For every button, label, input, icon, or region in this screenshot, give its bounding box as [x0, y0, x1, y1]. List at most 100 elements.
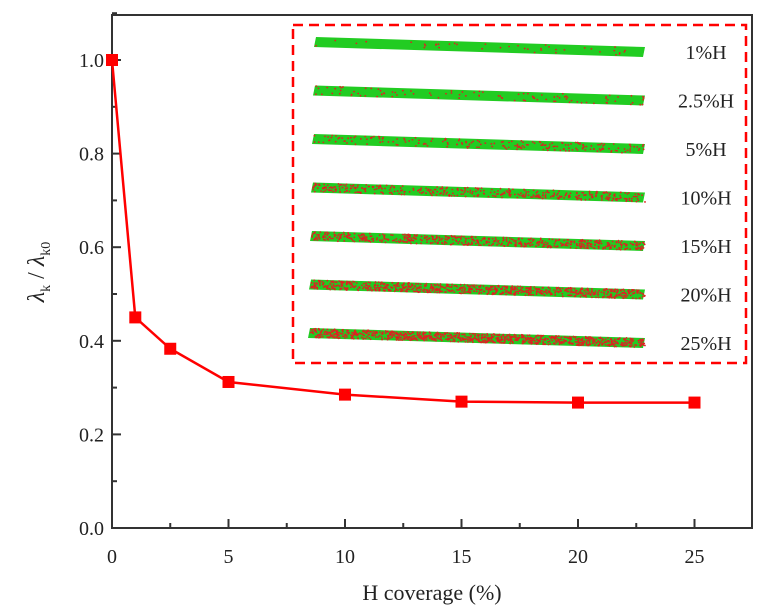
hydrogen-atom	[404, 233, 406, 236]
hydrogen-atom	[515, 241, 517, 244]
hydrogen-atom	[332, 280, 334, 283]
hydrogen-atom	[602, 291, 605, 294]
hydrogen-atom	[546, 149, 549, 152]
hydrogen-atom	[461, 333, 464, 336]
hydrogen-atom	[581, 243, 584, 246]
hydrogen-atom	[379, 89, 382, 92]
hydrogen-atom	[537, 196, 540, 199]
hydrogen-atom	[544, 241, 547, 244]
hydrogen-atom	[575, 192, 578, 195]
hydrogen-atom	[434, 284, 437, 287]
hydrogen-atom	[411, 239, 413, 242]
hydrogen-atom	[385, 238, 387, 240]
hydrogen-atom	[439, 283, 442, 285]
hydrogen-atom	[527, 340, 530, 343]
hydrogen-atom	[473, 91, 475, 94]
hydrogen-atom	[630, 345, 632, 348]
hydrogen-atom	[513, 99, 516, 102]
hydrogen-atom	[491, 339, 493, 342]
data-point	[106, 54, 118, 66]
hydrogen-atom	[417, 142, 420, 144]
hydrogen-atom	[431, 337, 434, 339]
hydrogen-atom	[491, 194, 494, 197]
hydrogen-atom	[583, 246, 586, 249]
hydrogen-atom	[511, 342, 514, 344]
hydrogen-atom	[444, 235, 447, 238]
hydrogen-atom	[542, 191, 545, 194]
hydrogen-atom	[584, 149, 587, 151]
hydrogen-atom	[518, 237, 520, 240]
hydrogen-atom	[459, 339, 462, 342]
hydrogen-atom	[384, 289, 387, 292]
hydrogen-atom	[322, 286, 325, 288]
hydrogen-atom	[614, 46, 616, 48]
hydrogen-atom	[527, 238, 530, 241]
hydrogen-atom	[614, 149, 617, 152]
hydrogen-atom	[610, 151, 613, 153]
hydrogen-atom	[332, 283, 335, 286]
hydrogen-atom	[446, 288, 448, 291]
hydrogen-atom	[624, 343, 627, 346]
hydrogen-atom	[579, 290, 582, 293]
hydrogen-atom	[590, 242, 592, 245]
hydrogen-atom	[435, 193, 438, 196]
hydrogen-atom	[590, 245, 593, 248]
hydrogen-atom	[634, 195, 637, 198]
hydrogen-atom	[568, 342, 571, 345]
hydrogen-atom	[359, 137, 362, 140]
hydrogen-atom	[460, 237, 462, 240]
hydrogen-atom	[557, 287, 560, 290]
hydrogen-atom	[373, 135, 375, 138]
hydrogen-atom	[580, 101, 583, 104]
hydrogen-atom	[358, 332, 361, 335]
hydrogen-atom	[464, 287, 467, 290]
hydrogen-atom	[495, 337, 498, 340]
hydrogen-atom	[328, 336, 331, 338]
hydrogen-atom	[534, 287, 537, 290]
hydrogen-atom	[449, 340, 452, 343]
hydrogen-atom	[533, 51, 536, 54]
hydrogen-atom	[367, 281, 370, 284]
hydrogen-atom	[346, 289, 348, 291]
hydrogen-atom	[437, 242, 439, 245]
data-point	[572, 396, 584, 409]
hydrogen-atom	[372, 334, 375, 337]
hydrogen-atom	[466, 186, 469, 189]
hydrogen-atom	[613, 345, 616, 348]
hydrogen-atom	[399, 332, 401, 334]
hydrogen-atom	[401, 240, 404, 242]
hydrogen-atom	[557, 192, 559, 195]
hydrogen-atom	[478, 285, 480, 288]
hydrogen-atom	[473, 286, 476, 289]
hydrogen-atom	[559, 288, 561, 291]
hydrogen-atom	[394, 336, 397, 338]
hydrogen-atom	[340, 332, 343, 335]
hydrogen-atom	[616, 288, 618, 291]
hydrogen-atom	[344, 333, 347, 336]
hydrogen-atom	[467, 237, 470, 240]
hydrogen-atom	[496, 285, 499, 287]
hydrogen-atom	[329, 333, 332, 336]
hydrogen-atom	[585, 343, 588, 346]
hydrogen-atom	[588, 339, 591, 342]
hydrogen-atom	[422, 289, 424, 292]
hydrogen-atom	[338, 136, 341, 139]
hydrogen-atom	[554, 290, 557, 293]
hydrogen-atom	[458, 292, 461, 294]
hydrogen-atom	[612, 197, 615, 200]
hydrogen-atom	[622, 288, 625, 291]
hydrogen-atom	[474, 187, 477, 189]
hydrogen-atom	[586, 245, 589, 247]
hydrogen-atom	[429, 287, 432, 290]
hydrogen-atom	[469, 189, 472, 192]
hydrogen-atom	[376, 286, 379, 289]
hydrogen-atom	[589, 193, 591, 196]
hydrogen-atom	[638, 243, 640, 246]
hydrogen-atom	[431, 137, 434, 140]
hydrogen-atom	[569, 246, 572, 249]
hydrogen-atom	[386, 334, 389, 337]
hydrogen-atom	[506, 287, 508, 290]
hydrogen-atom	[608, 247, 611, 250]
inset-label: 1%H	[685, 42, 726, 64]
hydrogen-atom	[425, 288, 427, 291]
